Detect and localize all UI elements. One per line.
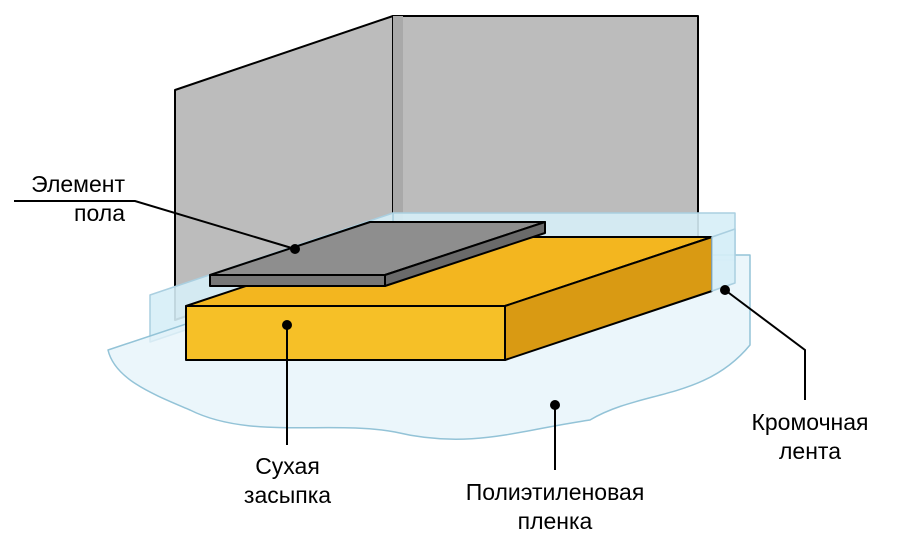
label-backfill: Сухая засыпка [230, 452, 345, 510]
floor-element-front [210, 275, 385, 286]
leader-dot-floor_element [290, 244, 300, 254]
label-film: Полиэтиленовая пленка [455, 478, 655, 536]
leader-dot-backfill [282, 320, 292, 330]
leader-dot-film [550, 400, 560, 410]
label-edge-tape: Кромочная лента [735, 408, 885, 466]
dry-backfill-front [186, 306, 505, 360]
edge-tape-right-front [712, 229, 735, 291]
label-floor-element: Элемент пола [10, 170, 125, 228]
wall-back [393, 16, 698, 245]
leader-dot-edge_tape [720, 285, 730, 295]
wall-corner-shade [393, 16, 403, 245]
